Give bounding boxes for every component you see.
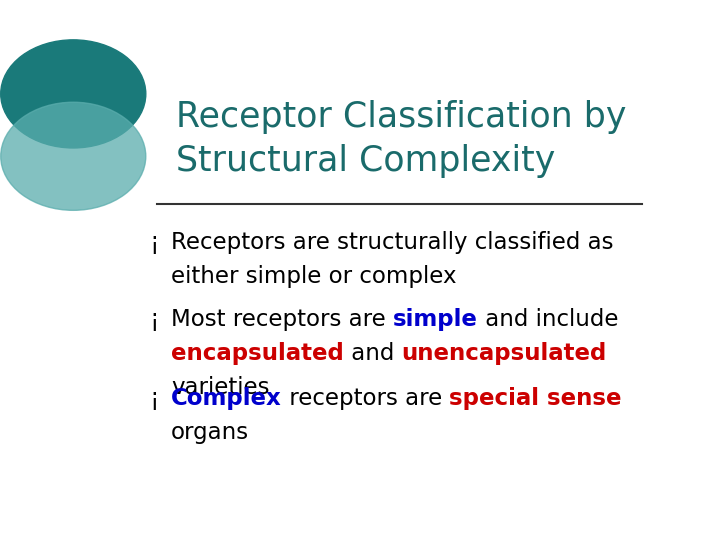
Text: ¡: ¡ [149,308,159,332]
Text: receptors are: receptors are [282,387,449,410]
Text: and include: and include [478,308,618,331]
Circle shape [1,102,145,211]
Text: unencapsulated: unencapsulated [401,342,606,365]
Text: varieties: varieties [171,376,269,399]
Text: and: and [343,342,401,365]
Text: special sense: special sense [449,387,621,410]
Text: either simple or complex: either simple or complex [171,265,456,288]
Text: Receptors are structurally classified as: Receptors are structurally classified as [171,231,613,254]
Text: ¡: ¡ [149,387,159,411]
Text: ¡: ¡ [149,231,159,255]
Text: simple: simple [393,308,478,331]
Text: encapsulated: encapsulated [171,342,343,365]
Text: Complex: Complex [171,387,282,410]
Text: Receptor Classification by
Structural Complexity: Receptor Classification by Structural Co… [176,100,627,178]
Text: organs: organs [171,421,249,444]
Circle shape [1,40,145,148]
Text: Most receptors are: Most receptors are [171,308,393,331]
